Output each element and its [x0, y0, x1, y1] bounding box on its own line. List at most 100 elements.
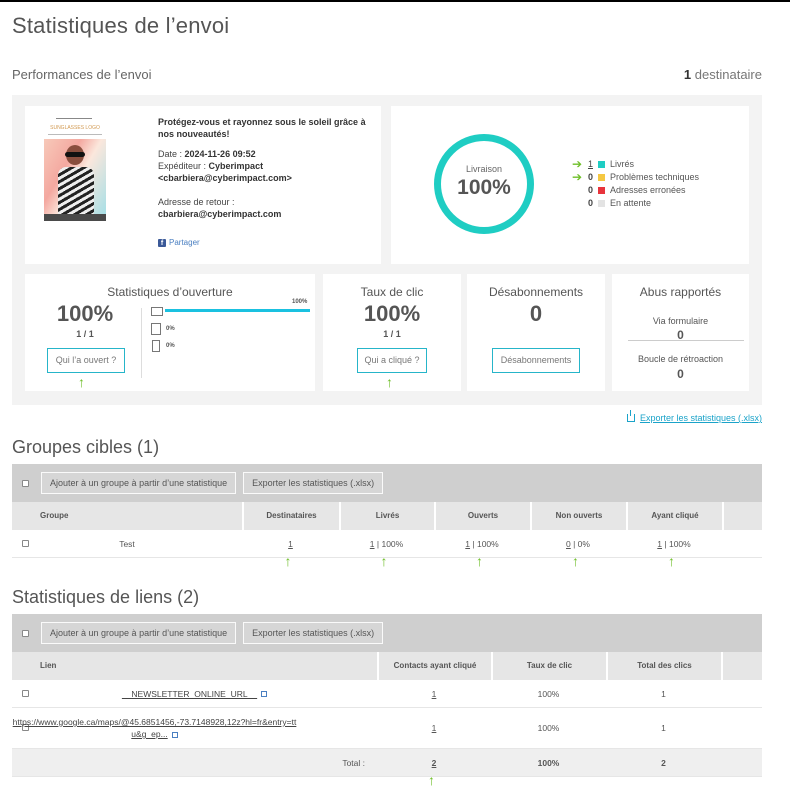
- mobile-pct: 0%: [166, 343, 175, 349]
- who-clicked-button[interactable]: Qui a cliqué ?: [357, 348, 427, 373]
- col-opened[interactable]: Ouverts: [434, 502, 530, 530]
- col-delivered[interactable]: Livrés: [339, 502, 434, 530]
- abuse-form-label: Via formulaire: [652, 316, 709, 326]
- col-extra: [721, 652, 762, 680]
- open-rate: 100%: [56, 301, 114, 326]
- legend-technical: ➔ 0 Problèmes techniques: [572, 171, 699, 184]
- groups-table: Ajouter à un groupe à partir d’une stati…: [12, 464, 762, 568]
- performance-panel: SUNGLASSES LOGO Protégez-vous et rayonne…: [12, 95, 762, 405]
- links-toolbar: Ajouter à un groupe à partir d’une stati…: [12, 614, 762, 652]
- arrow-up-icon: ↑: [78, 374, 85, 390]
- opened-pct: | 100%: [470, 538, 499, 549]
- tablet-pct: 0%: [166, 326, 175, 332]
- table-row: Test 1 ↑ 1 | 100% ↑ 1 | 100% ↑ 0 | 0% ↑ …: [12, 530, 762, 568]
- bad-addresses-count: 0: [587, 185, 593, 195]
- total-contacts-cell: 2 ↑: [377, 757, 491, 787]
- row-checkbox[interactable]: [22, 539, 29, 547]
- legend-bad-addresses: 0 Adresses erronées: [587, 184, 699, 197]
- links-table: Ajouter à un groupe à partir d’une stati…: [12, 614, 762, 787]
- col-link[interactable]: Lien: [40, 661, 57, 670]
- contacts-link[interactable]: 1: [431, 723, 437, 733]
- arrow-up-icon: ↑: [476, 552, 483, 569]
- col-click-rate[interactable]: Taux de clic: [491, 652, 606, 680]
- external-link-icon[interactable]: [171, 731, 178, 738]
- col-clicked[interactable]: Ayant cliqué: [626, 502, 722, 530]
- unopened-link[interactable]: 0: [566, 538, 571, 549]
- email-info: Protégez-vous et rayonnez sous le soleil…: [158, 116, 373, 220]
- legend-label: En attente: [610, 198, 652, 208]
- desktop-pct: 100%: [292, 299, 308, 305]
- delivered-count-link[interactable]: 1: [587, 159, 593, 169]
- delivery-legend: ➔ 1 Livrés ➔ 0 Problèmes techniques 0 Ad…: [572, 158, 699, 210]
- contacts-cell: 1: [377, 689, 491, 699]
- mobile-icon: [152, 340, 160, 352]
- email-thumbnail[interactable]: SUNGLASSES LOGO: [42, 114, 108, 221]
- arrow-up-icon: ↑: [428, 771, 435, 788]
- recipients-link[interactable]: 1: [288, 538, 293, 549]
- links-title: Statistiques de liens (2): [12, 587, 200, 607]
- return-label: Adresse de retour :: [158, 197, 235, 207]
- select-all-checkbox[interactable]: [22, 479, 29, 487]
- share-button[interactable]: f Partager: [158, 238, 200, 247]
- row-checkbox[interactable]: [22, 724, 29, 731]
- thumb-sunglasses: [65, 152, 85, 157]
- groups-title: Groupes cibles (1): [12, 437, 160, 457]
- export-stats-button[interactable]: Exporter les statistiques (.xlsx): [243, 472, 384, 494]
- click-ratio: 1 / 1: [383, 329, 401, 339]
- col-group[interactable]: Groupe: [40, 511, 69, 520]
- col-contacts-clicked[interactable]: Contacts ayant cliqué: [377, 652, 491, 680]
- select-all-checkbox[interactable]: [22, 629, 29, 637]
- who-opened-button[interactable]: Qui l’a ouvert ?: [47, 348, 125, 373]
- row-checkbox[interactable]: [22, 689, 29, 697]
- performance-title: Performances de l’envoi: [12, 67, 152, 82]
- arrow-up-icon: ↑: [668, 552, 675, 569]
- tablet-icon: [151, 323, 161, 335]
- unsubscribes-button[interactable]: Désabonnements: [492, 348, 580, 373]
- rate-cell: 100%: [537, 723, 560, 733]
- table-row: __NEWSLETTER_ONLINE_URL__ 1 100% 1: [12, 680, 762, 708]
- open-stats-card: Statistiques d’ouverture 100% 1 / 1 Qui …: [25, 274, 315, 391]
- legend-label: Livrés: [610, 159, 635, 169]
- col-recipients[interactable]: Destinataires: [242, 502, 339, 530]
- add-to-group-button[interactable]: Ajouter à un groupe à partir d’une stati…: [41, 472, 237, 494]
- export-stats-button[interactable]: Exporter les statistiques (.xlsx): [243, 622, 384, 644]
- thumb-body: [58, 167, 94, 215]
- table-row: https://www.google.ca/maps/@45.6851456,-…: [12, 708, 762, 749]
- external-link-icon[interactable]: [261, 691, 268, 698]
- link-cell: __NEWSLETTER_ONLINE_URL__: [12, 689, 377, 699]
- clicked-cell: 1 | 100% ↑: [626, 538, 722, 568]
- delivered-pct: | 100%: [374, 538, 404, 549]
- device-desktop: [151, 307, 163, 316]
- abuse-form-value: 0: [677, 328, 684, 342]
- facebook-icon: f: [158, 238, 166, 247]
- opened-link[interactable]: 1: [465, 538, 471, 549]
- add-to-group-button[interactable]: Ajouter à un groupe à partir d’une stati…: [41, 622, 237, 644]
- groups-toolbar: Ajouter à un groupe à partir d’une stati…: [12, 464, 762, 502]
- arrow-up-icon: ↑: [284, 552, 292, 569]
- technical-count: 0: [587, 172, 593, 182]
- col-unopened[interactable]: Non ouverts: [530, 502, 626, 530]
- top-bar: [0, 0, 790, 2]
- export-stats-link[interactable]: Exporter les statistiques (.xlsx): [626, 410, 762, 423]
- link-url[interactable]: https://www.google.ca/maps/@45.6851456,-…: [12, 717, 297, 739]
- recipients-label: destinataire: [694, 67, 762, 82]
- email-subject: Protégez-vous et rayonnez sous le soleil…: [158, 117, 366, 139]
- abuse-title: Abus rapportés: [639, 285, 722, 299]
- col-total-clicks[interactable]: Total des clics: [606, 652, 721, 680]
- clicked-link[interactable]: 1: [657, 538, 663, 549]
- export-link-label: Exporter les statistiques (.xlsx): [639, 413, 762, 423]
- contacts-link[interactable]: 1: [431, 688, 437, 699]
- delivered-link[interactable]: 1: [369, 538, 375, 549]
- thumb-footer: [44, 214, 106, 221]
- total-cell: 1: [661, 723, 666, 733]
- abuse-feedback-label: Boucle de rétroaction: [637, 354, 724, 364]
- sender-name: Cyberimpact: [208, 161, 264, 171]
- page-title: Statistiques de l’envoi: [12, 13, 230, 38]
- unopened-cell: 0 | 0% ↑: [530, 538, 626, 568]
- link-url[interactable]: __NEWSLETTER_ONLINE_URL__: [121, 688, 258, 699]
- total-contacts-link[interactable]: 2: [431, 757, 437, 768]
- total-cell: 1: [661, 688, 666, 699]
- export-icon: [626, 410, 635, 422]
- groups-header: Groupe Destinataires Livrés Ouverts Non …: [12, 502, 762, 530]
- sender-label: Expéditeur :: [158, 161, 207, 171]
